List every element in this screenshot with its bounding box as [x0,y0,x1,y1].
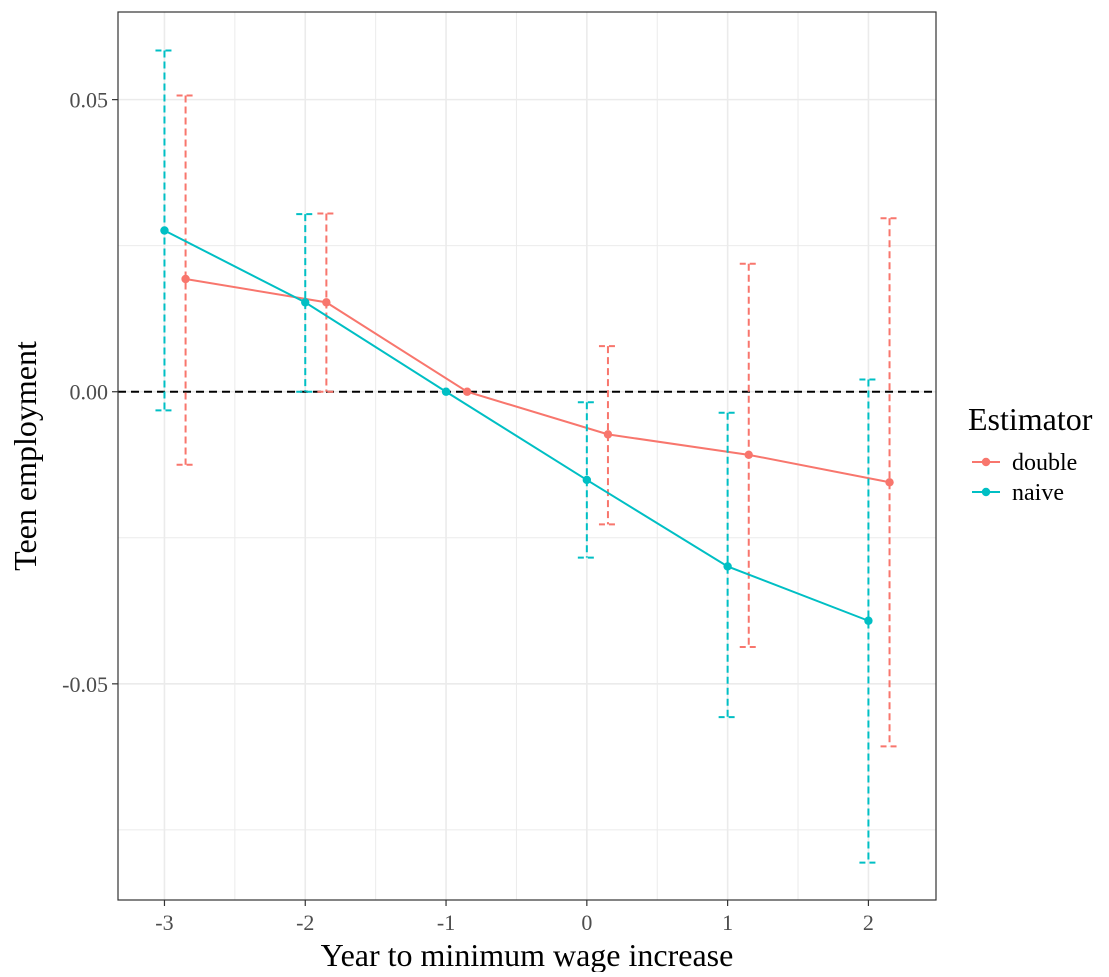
errorbar-naive [859,378,878,864]
series-line-naive [164,229,869,622]
legend-label: double [1012,450,1077,476]
data-point-naive [723,562,732,571]
axis-layer: -3 -2 -1 0 1 2 -0.05 0.00 0.05 [62,88,874,935]
x-tick-label: -1 [437,910,455,935]
grid-layer [118,12,936,900]
data-point-naive [301,298,310,307]
x-tick-label: -2 [296,910,314,935]
x-tick-label: 0 [581,910,592,935]
x-axis-title: Year to minimum wage increase [321,937,734,972]
y-tick-label: 0.05 [70,88,109,113]
data-point-naive [441,387,451,396]
series-naive [155,49,878,864]
y-axis-title: Teen employment [7,341,43,571]
data-point-naive [582,475,592,485]
x-tick-label: 1 [722,910,733,935]
x-tick-label: -3 [155,910,173,935]
plot-panel-border [117,11,937,901]
errorbar-double [176,94,195,466]
data-point-double [885,478,894,487]
data-point-double [603,430,613,439]
x-tick-label: 2 [863,910,874,935]
data-point-double [181,274,190,284]
legend-key-point [981,457,991,467]
legend-item-double: double [972,450,1077,476]
legend-key-point [981,487,991,497]
legend-title: Estimator [968,401,1093,437]
legend-item-naive: naive [972,480,1064,506]
plot-panel-background [118,12,936,900]
legend: Estimator double naive [968,401,1093,506]
legend-label: naive [1012,480,1064,506]
data-point-naive [864,616,873,625]
data-point-double [322,298,331,307]
data-point-double [744,450,753,460]
errorbar-naive [718,411,737,719]
y-tick-label: -0.05 [62,672,108,697]
y-tick-label: 0.00 [70,380,109,405]
data-point-naive [160,226,169,235]
series-double [176,94,899,748]
series-layer [155,49,899,864]
data-point-double [462,387,472,396]
series-line-double [185,277,890,484]
